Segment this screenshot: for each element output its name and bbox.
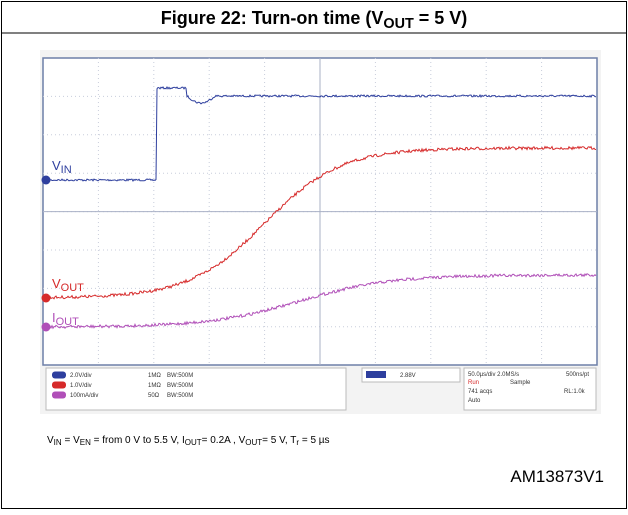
channel-scale: 2.0V/div	[70, 373, 92, 379]
caption-part: IN	[54, 438, 62, 447]
timebase-rate: 50.0µs/div 2.0MS/s	[468, 372, 519, 378]
channel-scale: 100mA/div	[70, 393, 98, 399]
channel-bandwidth: BW:500M	[167, 383, 193, 389]
channel-marker	[42, 294, 51, 303]
caption-part: EN	[80, 438, 91, 447]
caption-part: = 5 V, T	[262, 435, 296, 446]
trigger-badge	[366, 371, 386, 378]
timebase-record-length: RL:1.0k	[564, 389, 586, 395]
figure: Figure 22: Turn-on time (VOUT = 5 V) VIN…	[0, 0, 628, 510]
trigger-level: 2.88V	[400, 373, 416, 379]
channel-badge	[52, 372, 66, 379]
trace-label-main: V	[52, 276, 61, 291]
title-part: = 5 V)	[414, 8, 468, 28]
timebase-trigger-mode: Auto	[468, 398, 481, 404]
trace-label-sub: IN	[61, 164, 72, 176]
figure-id: AM13873V1	[510, 467, 604, 486]
timebase-mode: Sample	[510, 380, 531, 386]
title-part: OUT	[383, 16, 414, 32]
channel-impedance: 50Ω	[148, 393, 160, 399]
channel-marker	[42, 323, 51, 332]
channel-bandwidth: BW:500M	[167, 373, 193, 379]
channel-impedance: 1MΩ	[148, 373, 161, 379]
channel-scale: 1.0V/div	[70, 383, 92, 389]
timebase-state: Run	[468, 380, 479, 386]
channel-bandwidth: BW:500M	[167, 393, 193, 399]
caption-part: OUT	[185, 438, 202, 447]
trace-label-sub: OUT	[56, 316, 80, 328]
caption-part: = 0.2A , V	[202, 435, 246, 446]
timebase-resolution: 500ns/pt	[566, 372, 589, 378]
caption-part: = from 0 V to 5.5 V, I	[91, 435, 185, 446]
channel-badge	[52, 382, 66, 389]
trace-label-sub: OUT	[61, 282, 85, 294]
title-part: Figure 22: Turn-on time (V	[161, 8, 384, 28]
timebase-acquisitions: 741 acqs	[468, 389, 492, 395]
channel-badge	[52, 392, 66, 399]
caption-part: OUT	[245, 438, 262, 447]
caption-part: = V	[62, 435, 80, 446]
channel-impedance: 1MΩ	[148, 383, 161, 389]
channel-marker	[42, 176, 51, 185]
caption-part: = 5 µs	[299, 435, 330, 446]
title: Figure 22: Turn-on time (VOUT = 5 V)	[161, 8, 468, 32]
trace-label-main: V	[52, 158, 61, 173]
